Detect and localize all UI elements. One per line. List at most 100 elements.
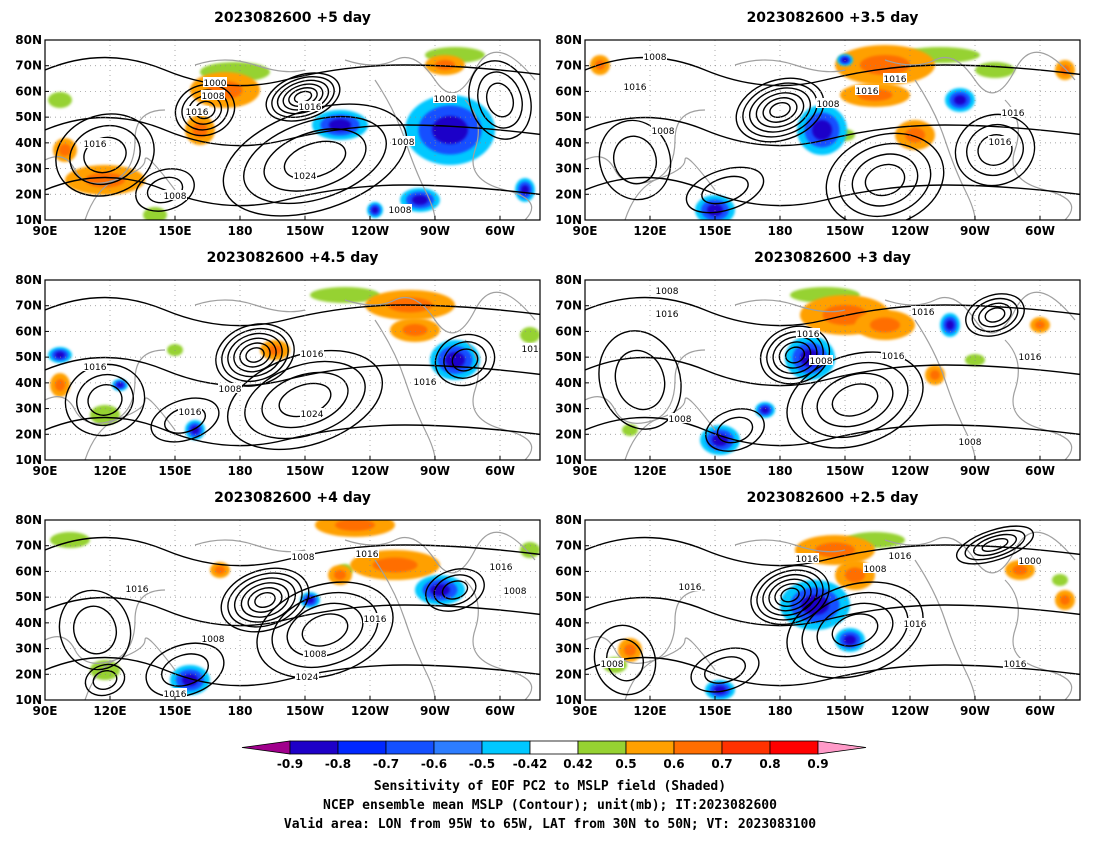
lat-tick-label: 50N	[15, 590, 42, 604]
lon-tick-label: 60W	[1025, 224, 1055, 238]
colorbar-cell	[385, 740, 435, 755]
contour-label: 1016	[904, 620, 927, 630]
lat-tick-label: 20N	[555, 427, 582, 441]
lon-tick-label: 90E	[573, 224, 598, 238]
colorbar-tick-label: 0.8	[759, 757, 780, 771]
sensitivity-shade-positive-core	[402, 324, 428, 336]
sensitivity-shade-positive-core	[435, 60, 455, 70]
lon-tick-label: 60W	[1025, 704, 1055, 718]
lat-tick-label: 70N	[15, 59, 42, 73]
contour-label: 1008	[810, 357, 833, 367]
colorbar-cell	[769, 740, 819, 755]
lat-lon-grid	[45, 280, 540, 460]
lat-tick-label: 30N	[15, 642, 42, 656]
lat-tick-label: 60N	[555, 84, 582, 98]
contour-label: 1016	[882, 352, 905, 362]
lon-tick-label: 150E	[158, 704, 191, 718]
lon-tick-label: 150E	[698, 464, 731, 478]
sensitivity-shade-positive-core	[624, 644, 636, 656]
lat-tick-label: 40N	[555, 376, 582, 390]
contour-label: 1000	[204, 79, 227, 89]
colorbar-tick-label: 0.7	[711, 757, 732, 771]
colorbar-tick-label: 0.9	[807, 757, 828, 771]
contour-label: 1008	[864, 565, 887, 575]
panel-title: 2023082600 +4 day	[214, 490, 371, 506]
lat-tick-label: 10N	[15, 693, 42, 707]
lon-tick-label: 90E	[33, 464, 58, 478]
map-panel: 2023082600 +5 day 1000 1008 1016 1016 1016 100…	[15, 10, 541, 238]
lat-tick-label: 40N	[15, 376, 42, 390]
contour-label: 1016	[1019, 353, 1042, 363]
colorbar-cell	[625, 740, 675, 755]
lon-tick-label: 120E	[93, 704, 126, 718]
lon-tick-label: 120E	[93, 224, 126, 238]
lon-tick-label: 180	[767, 224, 792, 238]
contour-label: 1008	[202, 635, 225, 645]
lon-tick-label: 150W	[286, 704, 324, 718]
lat-tick-label: 60N	[555, 324, 582, 338]
sensitivity-shade-positive-core	[372, 557, 418, 573]
lon-tick-label: 60W	[1025, 464, 1055, 478]
lat-tick-label: 30N	[15, 402, 42, 416]
lat-tick-label: 10N	[555, 693, 582, 707]
lat-tick-label: 50N	[15, 350, 42, 364]
lon-tick-label: 120W	[351, 704, 389, 718]
sensitivity-shade-positive-core	[59, 144, 71, 156]
map-frame	[44, 279, 541, 461]
contour-label: 1016	[84, 140, 107, 150]
lon-tick-label: 150W	[286, 464, 324, 478]
colorbar-tick-label: -0.8	[325, 757, 351, 771]
lon-tick-label: 150E	[158, 464, 191, 478]
sensitivity-shade-negative-core	[954, 95, 966, 105]
caption: Sensitivity of EOF PC2 to MSLP field (Sh…	[284, 779, 816, 832]
lat-tick-label: 50N	[555, 350, 582, 364]
contour-label: 1016	[989, 138, 1012, 148]
map-panel: 2023082600 +3 day 1008 1016 1016 1008 1016 101…	[555, 250, 1081, 478]
colorbar-tick-label: -0.5	[469, 757, 495, 771]
panel-title: 2023082600 +4.5 day	[207, 250, 379, 266]
contour-label: 1016	[414, 378, 437, 388]
panel-title: 2023082600 +3.5 day	[747, 10, 919, 26]
lat-tick-label: 30N	[555, 162, 582, 176]
contour-label: 1008	[669, 415, 692, 425]
lat-tick-label: 80N	[555, 513, 582, 527]
map-frame	[44, 519, 541, 701]
lat-tick-label: 40N	[15, 136, 42, 150]
lon-tick-label: 120E	[633, 224, 666, 238]
contour-label: 1008	[601, 660, 624, 670]
contour-label: 1016	[624, 83, 647, 93]
lon-tick-label: 90W	[960, 704, 990, 718]
contour-label: 1016	[179, 408, 202, 418]
lon-tick-label: 150W	[826, 224, 864, 238]
lat-tick-label: 60N	[15, 84, 42, 98]
sensitivity-shade-positive-core	[334, 570, 346, 580]
coastlines	[585, 531, 1076, 700]
lon-tick-label: 120W	[891, 224, 929, 238]
sensitivity-shade-positive-core	[930, 370, 940, 380]
sensitivity-shade-negative-core	[946, 320, 954, 330]
caption-line-1: Sensitivity of EOF PC2 to MSLP field (Sh…	[374, 779, 726, 794]
lon-tick-label: 60W	[485, 224, 515, 238]
coastlines	[585, 291, 1076, 460]
lat-tick-label: 40N	[555, 136, 582, 150]
sensitivity-shade-positive-core	[845, 567, 865, 583]
sensitivity-shade-positive-core	[55, 379, 65, 391]
contour-label: 1016	[126, 585, 149, 595]
contour-label: 1016	[679, 583, 702, 593]
sensitivity-shade-negative-core	[116, 382, 124, 388]
colorbar-cell	[673, 740, 723, 755]
lon-tick-label: 90W	[420, 224, 450, 238]
lon-tick-label: 150E	[698, 224, 731, 238]
lat-tick-label: 10N	[15, 213, 42, 227]
sensitivity-shade-negative-core	[714, 686, 726, 694]
map-frame	[584, 279, 1081, 461]
contour-label: 1008	[644, 53, 667, 63]
contour-label: 1016	[884, 75, 907, 85]
sensitivity-shade-positive	[975, 62, 1015, 78]
sensitivity-shade-positive-core	[1012, 565, 1028, 575]
mslp-contours	[585, 56, 1080, 220]
contour-label: 1016	[889, 552, 912, 562]
contour-label: 1016	[356, 550, 379, 560]
colorbar-arrow-left	[241, 740, 291, 755]
